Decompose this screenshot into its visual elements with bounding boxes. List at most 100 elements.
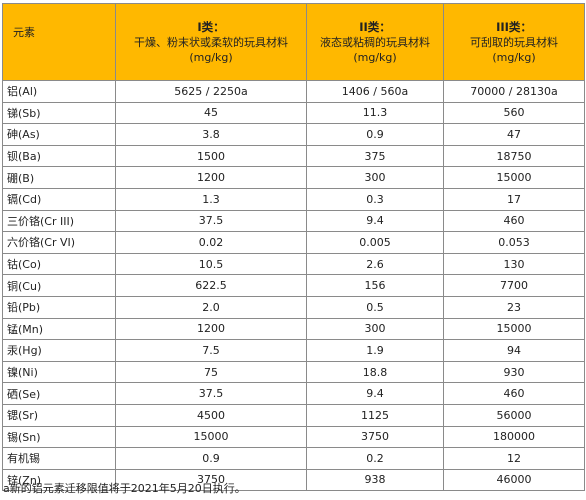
- limit-cell-category-1: 5625 / 2250a: [115, 80, 307, 103]
- limit-cell-category-3: 47: [443, 123, 585, 146]
- header-category-2-unit: (mg/kg): [353, 50, 397, 64]
- limit-cell-category-3: 560: [443, 101, 585, 125]
- element-name-cell: 硼(B): [2, 166, 116, 189]
- limit-cell-category-2: 9.4: [306, 382, 444, 405]
- limit-cell-category-3: 23: [443, 295, 585, 319]
- limit-cell-category-1: 0.9: [115, 447, 307, 470]
- element-name-cell: 汞(Hg): [2, 339, 116, 362]
- table-row: 铜(Cu) 622.5 156 7700: [2, 274, 585, 297]
- limit-cell-category-3: 56000: [443, 403, 585, 427]
- limit-cell-category-2: 1.9: [306, 339, 444, 362]
- limit-cell-category-2: 300: [306, 317, 444, 341]
- header-category-1-desc: 干燥、粉末状或柔软的玩具材料: [134, 35, 288, 49]
- table-row: 砷(As) 3.8 0.9 47: [2, 123, 585, 146]
- limit-cell-category-2: 2.6: [306, 252, 444, 276]
- limit-cell-category-1: 15000: [115, 425, 307, 449]
- table-row: 镉(Cd) 1.3 0.3 17: [2, 187, 585, 211]
- limit-cell-category-3: 930: [443, 360, 585, 384]
- limit-cell-category-2: 375: [306, 144, 444, 168]
- limit-cell-category-2: 0.3: [306, 187, 444, 211]
- element-name-cell: 锰(Mn): [2, 317, 116, 341]
- header-category-2-desc: 液态或粘稠的玩具材料: [320, 35, 430, 49]
- element-name-cell: 铅(Pb): [2, 295, 116, 319]
- limit-cell-category-2: 11.3: [306, 101, 444, 125]
- limit-cell-category-2: 0.5: [306, 295, 444, 319]
- element-name-cell: 铜(Cu): [2, 274, 116, 297]
- element-name-cell: 锌(Zn): [2, 468, 116, 492]
- element-name-cell: 有机锡: [2, 447, 116, 470]
- limit-cell-category-1: 37.5: [115, 209, 307, 233]
- limit-cell-category-3: 460: [443, 382, 585, 405]
- limit-cell-category-3: 180000: [443, 425, 585, 449]
- limit-cell-category-1: 2.0: [115, 295, 307, 319]
- table-row: 锡(Sn) 15000 3750 180000: [2, 425, 585, 449]
- limit-cell-category-3: 94: [443, 339, 585, 362]
- table-row: 铅(Pb) 2.0 0.5 23: [2, 295, 585, 319]
- element-name-cell: 镉(Cd): [2, 187, 116, 211]
- limit-cell-category-2: 0.005: [306, 231, 444, 254]
- limit-cell-category-3: 7700: [443, 274, 585, 297]
- table-row: 钡(Ba) 1500 375 18750: [2, 144, 585, 168]
- limit-cell-category-1: 1500: [115, 144, 307, 168]
- limit-cell-category-1: 622.5: [115, 274, 307, 297]
- table-row: 汞(Hg) 7.5 1.9 94: [2, 339, 585, 362]
- table-body: 铝(Al) 5625 / 2250a 1406 / 560a 70000 / 2813…: [2, 80, 585, 492]
- limit-cell-category-1: 75: [115, 360, 307, 384]
- footnote: a新的铝元素迁移限值将于2021年5月20日执行。: [3, 482, 246, 495]
- limit-cell-category-3: 15000: [443, 317, 585, 341]
- header-element: 元素: [2, 3, 116, 81]
- limit-cell-category-3: 70000 / 28130a: [443, 80, 585, 103]
- limit-cell-category-3: 460: [443, 209, 585, 233]
- table-row: 锌(Zn) 3750 938 46000: [2, 468, 585, 492]
- element-name-cell: 三价铬(Cr III): [2, 209, 116, 233]
- limit-cell-category-1: 7.5: [115, 339, 307, 362]
- table-row: 钴(Co) 10.5 2.6 130: [2, 252, 585, 276]
- table-row: 三价铬(Cr III) 37.5 9.4 460: [2, 209, 585, 233]
- migration-limits-table: 元素 I类： 干燥、粉末状或柔软的玩具材料 (mg/kg) II类： 液态或粘稠…: [2, 3, 585, 492]
- table-row: 铝(Al) 5625 / 2250a 1406 / 560a 70000 / 2813…: [2, 80, 585, 103]
- limit-cell-category-3: 46000: [443, 468, 585, 492]
- limit-cell-category-2: 0.2: [306, 447, 444, 470]
- limit-cell-category-3: 130: [443, 252, 585, 276]
- element-name-cell: 铝(Al): [2, 80, 116, 103]
- table-row: 镍(Ni) 75 18.8 930: [2, 360, 585, 384]
- limit-cell-category-2: 3750: [306, 425, 444, 449]
- table-row: 六价铬(Cr VI) 0.02 0.005 0.053: [2, 231, 585, 254]
- element-name-cell: 锡(Sn): [2, 425, 116, 449]
- table-row: 硼(B) 1200 300 15000: [2, 166, 585, 189]
- header-category-3-unit: (mg/kg): [492, 50, 536, 64]
- limit-cell-category-2: 18.8: [306, 360, 444, 384]
- limit-cell-category-1: 45: [115, 101, 307, 125]
- limit-cell-category-2: 9.4: [306, 209, 444, 233]
- limit-cell-category-1: 10.5: [115, 252, 307, 276]
- table-row: 锑(Sb) 45 11.3 560: [2, 101, 585, 125]
- limit-cell-category-1: 3.8: [115, 123, 307, 146]
- element-name-cell: 六价铬(Cr VI): [2, 231, 116, 254]
- limit-cell-category-1: 1200: [115, 166, 307, 189]
- limit-cell-category-1: 4500: [115, 403, 307, 427]
- table-row: 锰(Mn) 1200 300 15000: [2, 317, 585, 341]
- limit-cell-category-2: 1125: [306, 403, 444, 427]
- header-category-3: III类： 可刮取的玩具材料 (mg/kg): [443, 3, 585, 81]
- limit-cell-category-1: 0.02: [115, 231, 307, 254]
- table-row: 硒(Se) 37.5 9.4 460: [2, 382, 585, 405]
- element-name-cell: 硒(Se): [2, 382, 116, 405]
- element-name-cell: 镍(Ni): [2, 360, 116, 384]
- element-name-cell: 锑(Sb): [2, 101, 116, 125]
- table-row: 有机锡 0.9 0.2 12: [2, 447, 585, 470]
- header-category-3-title: III类：: [496, 19, 532, 34]
- limit-cell-category-3: 0.053: [443, 231, 585, 254]
- element-name-cell: 砷(As): [2, 123, 116, 146]
- header-category-1-unit: (mg/kg): [189, 50, 233, 64]
- limit-cell-category-1: 37.5: [115, 382, 307, 405]
- header-category-1: I类： 干燥、粉末状或柔软的玩具材料 (mg/kg): [115, 3, 307, 81]
- limit-cell-category-3: 18750: [443, 144, 585, 168]
- limit-cell-category-2: 938: [306, 468, 444, 492]
- header-category-1-title: I类：: [197, 19, 225, 34]
- limit-cell-category-2: 156: [306, 274, 444, 297]
- limit-cell-category-3: 15000: [443, 166, 585, 189]
- limit-cell-category-3: 17: [443, 187, 585, 211]
- header-category-2: II类： 液态或粘稠的玩具材料 (mg/kg): [306, 3, 444, 81]
- limit-cell-category-2: 1406 / 560a: [306, 80, 444, 103]
- element-name-cell: 钡(Ba): [2, 144, 116, 168]
